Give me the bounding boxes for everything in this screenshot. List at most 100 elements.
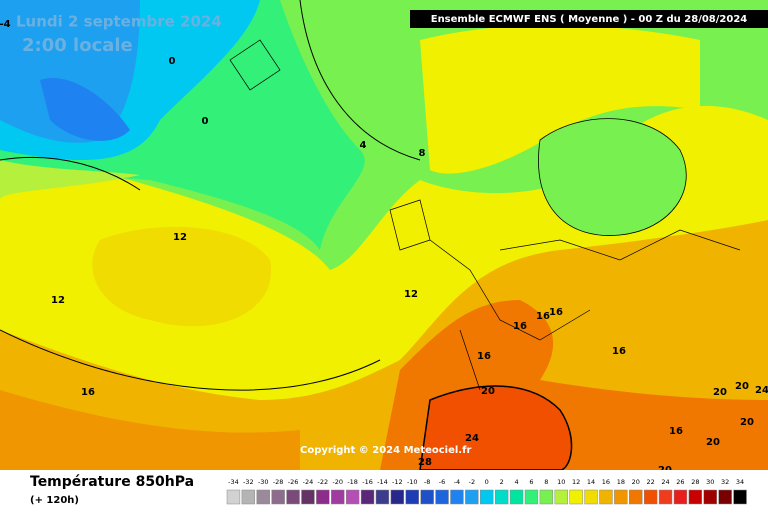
colorbar-label: -32 <box>243 478 254 486</box>
colorbar-label: 18 <box>617 478 625 486</box>
colorbar-label: 24 <box>661 478 669 486</box>
colorbar-swatch <box>688 489 703 505</box>
colorbar-swatch <box>554 489 568 505</box>
colorbar-label: -26 <box>288 478 299 486</box>
contour-label: 16 <box>477 351 491 362</box>
colorbar-swatch <box>286 489 300 505</box>
coastline <box>229 39 741 391</box>
colorbar-label: -28 <box>273 478 284 486</box>
colorbar-swatch <box>673 489 688 505</box>
date-label: Lundi 2 septembre 2024 <box>16 13 222 31</box>
footer-title: Température 850hPa <box>30 474 194 490</box>
field-green-scandinavia <box>538 118 687 236</box>
colorbar-label: 4 <box>514 478 518 486</box>
contour-label: 0 <box>202 116 209 127</box>
colorbar-swatch <box>345 489 360 505</box>
field-lime <box>0 160 140 200</box>
copyright: Copyright © 2024 Meteociel.fr <box>300 445 471 456</box>
colorbar-swatch <box>599 489 613 505</box>
colorbar-swatch <box>465 489 479 505</box>
colorbar-swatch <box>390 489 405 505</box>
colorbar-label: 22 <box>647 478 655 486</box>
colorbar-label: -22 <box>318 478 329 486</box>
colorbar-label: 12 <box>572 478 580 486</box>
field-atlantic-warm <box>92 226 272 327</box>
colorbar-swatch <box>256 489 270 505</box>
contour-label: 16 <box>549 307 563 318</box>
colorbar-swatch <box>435 489 449 505</box>
contour-label: 20 <box>713 387 727 398</box>
colorbar-label: -30 <box>258 478 269 486</box>
colorbar-label: 28 <box>691 478 699 486</box>
colorbar-label: 10 <box>557 478 565 486</box>
colorbar-swatch <box>420 489 434 505</box>
colorbar-label: 8 <box>544 478 548 486</box>
colorbar-swatch <box>316 489 330 505</box>
contour-label: 20 <box>740 417 754 428</box>
colorbar-label: 26 <box>676 478 684 486</box>
header-box <box>410 10 768 28</box>
colorbar-swatch <box>360 489 375 505</box>
contour-label: 16 <box>536 311 550 322</box>
colorbar-swatch <box>539 489 554 505</box>
contour-label: 20 <box>735 381 749 392</box>
colorbar-swatch <box>643 489 658 505</box>
map <box>0 0 768 471</box>
contour-label: 16 <box>669 426 683 437</box>
contour-label: 8 <box>419 148 426 159</box>
colorbar-swatch <box>480 489 494 505</box>
contour-label: 16 <box>612 346 626 357</box>
colorbar-label: 6 <box>529 478 533 486</box>
colorbar-label: -8 <box>424 478 430 486</box>
colorbar-label: 32 <box>721 478 729 486</box>
contour-label: 12 <box>173 232 187 243</box>
colorbar-swatch <box>703 489 717 505</box>
model-label: Ensemble ECMWF ENS ( Moyenne ) - 00 Z du… <box>431 14 748 25</box>
colorbar-swatch <box>524 489 539 505</box>
contour-label: 16 <box>513 321 527 332</box>
colorbar-label: 20 <box>632 478 640 486</box>
contour-label: -4 <box>0 19 11 30</box>
colorbar-swatch <box>614 489 628 505</box>
colorbar-swatch <box>331 489 345 505</box>
colorbar-label: 0 <box>485 478 489 486</box>
colorbar-swatch <box>241 489 256 505</box>
colorbar-label: 16 <box>602 478 610 486</box>
colorbar-label: -20 <box>332 478 343 486</box>
colorbar-label: 34 <box>736 478 744 486</box>
field-blue-dark <box>40 78 130 141</box>
contour-label: 24 <box>755 385 768 396</box>
colorbar-swatch <box>509 489 524 505</box>
colorbar-label: -24 <box>303 478 314 486</box>
colorbar-swatch <box>405 489 419 505</box>
colorbar-swatch <box>226 489 241 505</box>
colorbar-label: 2 <box>500 478 504 486</box>
colorbar-swatch <box>718 489 732 505</box>
colorbar-swatch <box>271 489 285 505</box>
isotherm <box>0 0 421 391</box>
colorbar-label: -4 <box>454 478 460 486</box>
contour-label: 16 <box>81 387 95 398</box>
field-orange-dark <box>0 390 300 470</box>
contour-label: 0 <box>169 56 176 67</box>
colorbar-swatch <box>658 489 673 505</box>
colorbar-label: -2 <box>469 478 475 486</box>
colorbar-label: -18 <box>347 478 358 486</box>
colorbar-label: -34 <box>228 478 239 486</box>
field-red <box>419 385 573 471</box>
colorbar-swatch <box>569 489 583 505</box>
colorbar-swatch <box>629 489 643 505</box>
contour-label: 12 <box>404 289 418 300</box>
colorbar-swatch <box>584 489 598 505</box>
colorbar-label: -16 <box>362 478 373 486</box>
contour-label: 28 <box>418 457 432 468</box>
colorbar-label: 30 <box>706 478 714 486</box>
colorbar-swatch <box>450 489 464 505</box>
contour-label: 20 <box>481 386 495 397</box>
contour-label: 12 <box>51 295 65 306</box>
colorbar-swatch <box>375 489 390 505</box>
colorbar: -34 -32 -30 -28 -26 -24 -22 -20 -18 -16 -14 -12 -10-… <box>226 478 747 505</box>
footer-lead: (+ 120h) <box>30 495 79 506</box>
contour-label: 24 <box>465 433 479 444</box>
colorbar-swatch <box>494 489 509 505</box>
